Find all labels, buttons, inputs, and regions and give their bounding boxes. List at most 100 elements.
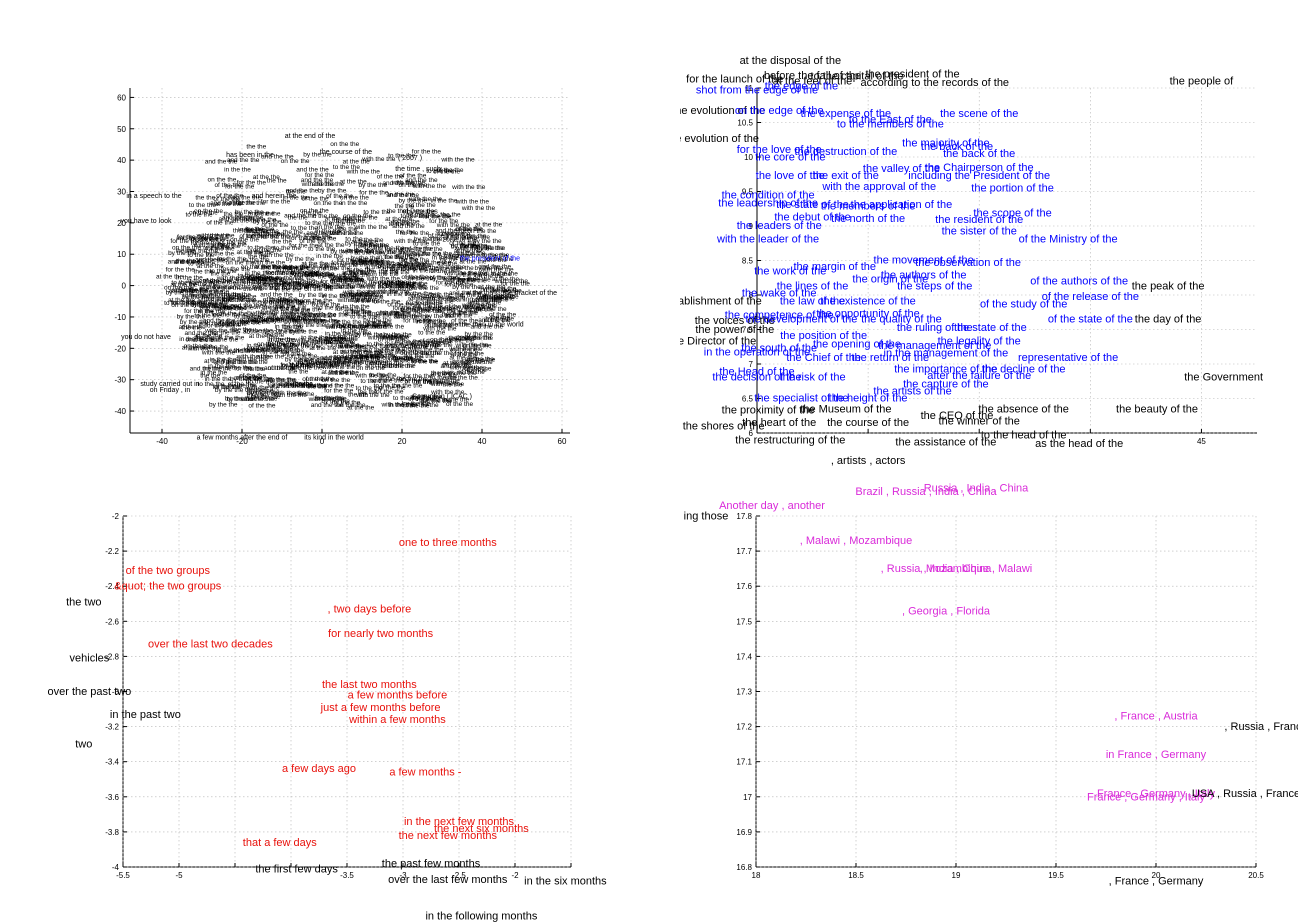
cloud-label: to the the xyxy=(412,285,439,292)
cloud-label: the the xyxy=(358,389,378,396)
cloud-label: for the the xyxy=(261,234,291,241)
cloud-label: by the the xyxy=(253,218,282,225)
cloud-label: on the the xyxy=(164,284,193,291)
cloud-label: to the the xyxy=(374,383,401,390)
cloud-label: with the the xyxy=(455,245,490,252)
cloud-label: on the the xyxy=(393,383,422,390)
cloud-label: and the the xyxy=(222,214,255,221)
cloud-label: and the the xyxy=(322,383,355,390)
cloud-label: and the the xyxy=(382,180,415,187)
cloud-label: and the the xyxy=(246,228,279,235)
cloud-label: at the the xyxy=(304,283,331,290)
cloud-label: of the the xyxy=(464,304,491,311)
cloud-label: at the the xyxy=(309,345,336,352)
cloud-label: for the the xyxy=(189,236,219,243)
cloud-label: by the the xyxy=(378,263,407,270)
cloud-label: with the the xyxy=(251,260,286,267)
cloud-label: at the the xyxy=(410,294,437,301)
cloud-label: with the the xyxy=(245,384,280,391)
cloud-label: the the xyxy=(467,367,487,374)
cloud-label: on the the xyxy=(200,299,229,306)
cloud-label: on the the xyxy=(246,378,275,385)
cloud-label: for the the xyxy=(261,198,291,205)
cloud-label: and the the xyxy=(365,362,398,369)
cloud-label: with the the xyxy=(467,300,502,307)
cloud-label: the the xyxy=(431,370,451,377)
point-label: the power of the xyxy=(695,324,774,336)
cloud-label: to the the xyxy=(351,259,378,266)
cloud-label: in the the xyxy=(266,344,293,351)
cloud-label: the the xyxy=(367,319,387,326)
cloud-label: for the the xyxy=(422,397,452,404)
point-label: the wake of the xyxy=(742,287,817,299)
cloud-label: by the the xyxy=(359,323,388,330)
cloud-label: and the the xyxy=(302,271,335,278)
cloud-label: for the the xyxy=(374,389,404,396)
cloud-label: for the the xyxy=(332,217,362,224)
cloud-label: for the the xyxy=(202,278,232,285)
cloud-label: and the the xyxy=(234,277,267,284)
cloud-label: with the the xyxy=(442,276,477,283)
cloud-label: to the the xyxy=(289,281,316,288)
cloud-label: and the the xyxy=(293,318,326,325)
cloud-label: by the the xyxy=(444,252,473,259)
cloud-label: and the the xyxy=(401,245,434,252)
cloud-label: to the the xyxy=(202,235,229,242)
cloud-label: and the the xyxy=(264,365,297,372)
cloud-label: and the the xyxy=(321,355,354,362)
point-label: as the head of the xyxy=(1035,438,1123,450)
cloud-label: and the the xyxy=(420,350,453,357)
cloud-label: on the the xyxy=(219,310,248,317)
cloud-label: on the the xyxy=(340,194,369,201)
cloud-label: the the xyxy=(224,211,244,218)
y-tick-label: 10 xyxy=(117,250,126,259)
cloud-label: and the the xyxy=(381,363,414,370)
x-tick-label: 0 xyxy=(320,437,325,446)
cloud-label: the the xyxy=(267,178,287,185)
point-label: the ruling of the xyxy=(897,322,973,334)
cloud-label: by the the xyxy=(385,282,414,289)
cloud-label: with the the xyxy=(361,156,396,163)
cloud-label: to the the xyxy=(171,279,198,286)
cloud-label: at the the xyxy=(172,287,199,294)
cloud-label: by the the xyxy=(285,356,314,363)
cloud-label: by the the xyxy=(414,236,443,243)
cloud-label: of the the xyxy=(213,383,240,390)
cloud-label: of the the xyxy=(300,383,327,390)
cloud-label: the the xyxy=(360,355,380,362)
cloud-label: of the the xyxy=(379,384,406,391)
cloud-label: with the the xyxy=(412,183,447,190)
cloud-label: of the the xyxy=(299,238,326,245)
cloud-label: at the the xyxy=(447,338,474,345)
cloud-label: of the the xyxy=(263,296,290,303)
cloud-label: for the the xyxy=(211,329,241,336)
point-label: the proximity of the xyxy=(722,405,815,417)
cloud-label: for the the xyxy=(429,268,459,275)
cloud-label: the the xyxy=(288,215,308,222)
cloud-label: the the xyxy=(495,295,515,302)
cloud-label: of the the xyxy=(278,300,305,307)
cloud-label: for the the xyxy=(370,310,400,317)
cloud-label: at the the xyxy=(229,200,256,207)
point-label: the winner of the xyxy=(939,416,1020,428)
cloud-label: and the the xyxy=(221,304,254,311)
cloud-label: and the the xyxy=(306,361,339,368)
y-tick-label: 17.2 xyxy=(736,723,752,732)
cloud-label: by the the xyxy=(189,281,218,288)
cloud-label: with the the xyxy=(355,392,390,399)
cloud-label: for the the xyxy=(189,293,219,300)
point-label: meaning of all the xyxy=(446,296,501,303)
cloud-label: with the the xyxy=(449,364,484,371)
cloud-label: with the the xyxy=(426,378,461,385)
cloud-label: with the the xyxy=(494,278,529,285)
cloud-label: at the the xyxy=(179,324,206,331)
cloud-label: the the xyxy=(219,304,239,311)
cloud-label: and the the xyxy=(483,292,516,299)
point-label: the opening of the xyxy=(813,338,901,350)
y-tick-label: 8.5 xyxy=(742,257,754,266)
cloud-label: by the the xyxy=(425,313,454,320)
cloud-label: in the the xyxy=(304,283,331,290)
point-label: the beauty of the xyxy=(1116,403,1198,415)
cloud-label: and the the xyxy=(386,192,419,199)
